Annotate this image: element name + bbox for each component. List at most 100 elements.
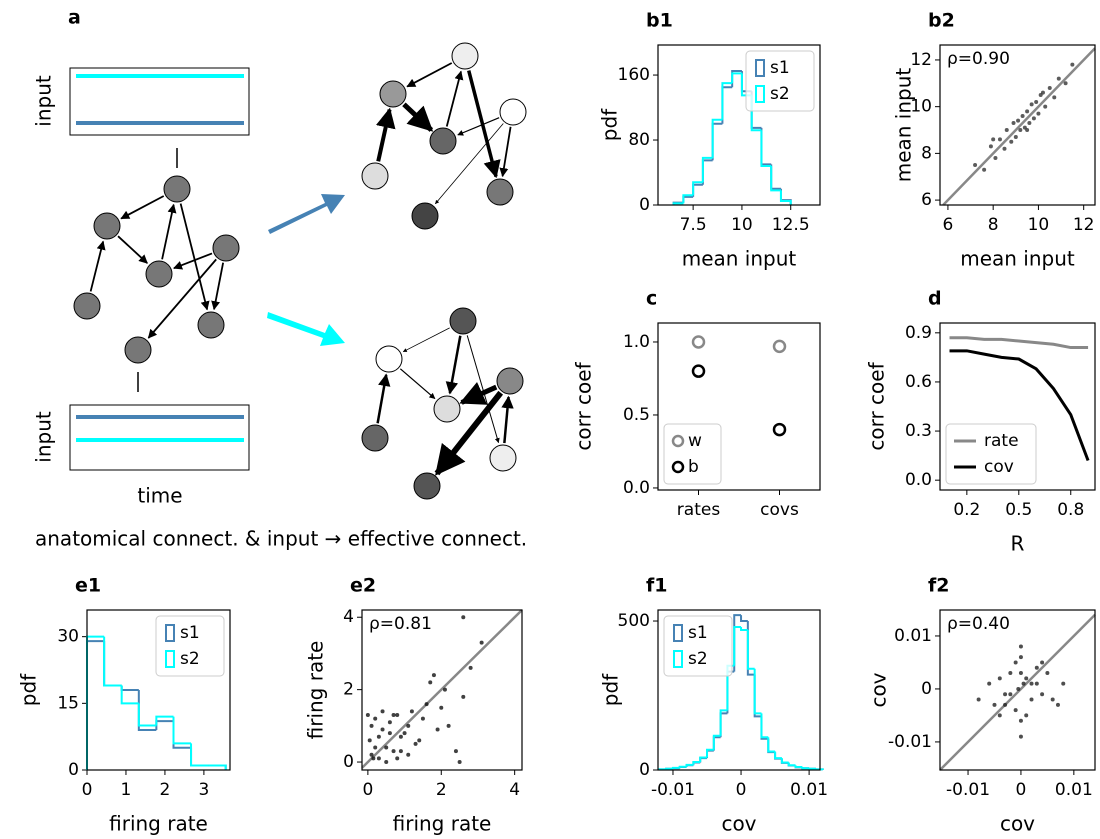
hist-step xyxy=(86,640,105,770)
hist-step xyxy=(685,763,694,767)
edge xyxy=(457,117,500,136)
point xyxy=(1018,734,1023,739)
identity-line xyxy=(939,613,1096,771)
point xyxy=(1003,702,1008,707)
legend-label: s1 xyxy=(770,58,790,78)
hist-step xyxy=(721,86,733,124)
legend-swatch xyxy=(671,434,685,448)
hist-step xyxy=(808,767,816,770)
hist-step xyxy=(682,195,694,203)
hist-step xyxy=(780,758,789,764)
y-tick-label: 80 xyxy=(628,130,650,150)
y-tick-label: 0 xyxy=(343,752,354,772)
hist-step xyxy=(753,674,762,718)
panel-label: d xyxy=(928,288,942,310)
point xyxy=(1020,114,1025,119)
x-tick-label: -0.01 xyxy=(946,780,990,800)
edge xyxy=(161,203,177,260)
point xyxy=(391,749,396,754)
identity-line xyxy=(361,609,523,769)
panel-e1: e1 pdf firing rate 0 15 30 0 1 2 3 s1 s2 xyxy=(17,575,231,836)
hist-step xyxy=(706,748,714,758)
edge xyxy=(501,395,514,444)
x-axis-label: firing rate xyxy=(393,812,492,836)
x-tick-label: 7.5 xyxy=(680,215,707,235)
y-axis-label: firing rate xyxy=(304,641,328,740)
y-tick-label: 8 xyxy=(921,143,932,163)
point xyxy=(1018,128,1023,133)
point xyxy=(1024,713,1029,718)
point xyxy=(1043,104,1048,109)
y-axis-label: corr coef xyxy=(865,361,889,450)
hist-step xyxy=(740,626,748,631)
hist-step xyxy=(137,703,157,727)
point xyxy=(384,745,389,750)
point xyxy=(991,137,996,142)
point xyxy=(1016,118,1021,123)
panel-e2: e2 firing rate firing rate 0 2 4 0 2 4 ρ=0.81 xyxy=(304,575,523,836)
point xyxy=(468,665,473,670)
point xyxy=(1025,128,1030,133)
point xyxy=(1029,102,1034,107)
panel-label: f1 xyxy=(646,575,668,597)
point xyxy=(387,731,392,736)
point xyxy=(446,723,451,728)
edge xyxy=(445,335,462,395)
point xyxy=(413,741,418,746)
x-axis-label: cov xyxy=(721,812,756,836)
point xyxy=(387,720,392,725)
hist-step xyxy=(692,183,703,197)
edge xyxy=(467,70,501,179)
edge xyxy=(375,107,396,162)
point xyxy=(398,749,403,754)
arrow-cyan xyxy=(267,312,345,346)
legend-frame xyxy=(663,423,722,485)
node xyxy=(361,162,389,190)
point xyxy=(417,738,422,743)
hist-step xyxy=(774,751,782,760)
panel-label: e2 xyxy=(350,575,376,597)
y-tick-label: 0.0 xyxy=(623,478,650,498)
hist-step xyxy=(760,127,772,166)
edge xyxy=(402,102,434,132)
hist-step xyxy=(155,715,174,726)
hist-step xyxy=(699,756,708,762)
y-axis-label: pdf xyxy=(599,673,623,706)
hist-step xyxy=(733,625,742,666)
x-axis-label: mean input xyxy=(960,247,1075,271)
point xyxy=(435,727,440,732)
point xyxy=(997,676,1002,681)
input-inset xyxy=(69,67,250,136)
y-tick-label: 0.9 xyxy=(905,323,932,343)
hist-step xyxy=(103,641,122,687)
point xyxy=(1029,697,1034,702)
panel-label: a xyxy=(68,7,81,29)
x-tick-label: 8 xyxy=(988,215,999,235)
edge xyxy=(399,368,436,400)
hist-step xyxy=(746,621,755,676)
point xyxy=(1018,655,1023,660)
hist-step xyxy=(699,757,708,763)
hist-step xyxy=(731,72,742,84)
node xyxy=(486,178,514,206)
x-tick-label: 0 xyxy=(736,780,747,800)
point xyxy=(1070,62,1075,67)
node xyxy=(449,307,477,335)
point xyxy=(371,756,376,761)
point xyxy=(1013,708,1018,713)
point xyxy=(406,752,411,757)
hist-step xyxy=(711,118,723,158)
edge xyxy=(466,335,500,444)
hist-step xyxy=(137,690,157,731)
point xyxy=(992,702,997,707)
legend-label: s1 xyxy=(688,623,708,643)
y-tick-label: 2 xyxy=(343,680,354,700)
legend-label: rate xyxy=(984,431,1019,451)
node xyxy=(411,202,439,230)
x-axis-label: cov xyxy=(1000,812,1035,836)
hist-step xyxy=(740,615,748,623)
point xyxy=(1040,90,1045,95)
point xyxy=(367,738,372,743)
point xyxy=(424,702,429,707)
y-tick-label: 0.6 xyxy=(905,372,932,392)
